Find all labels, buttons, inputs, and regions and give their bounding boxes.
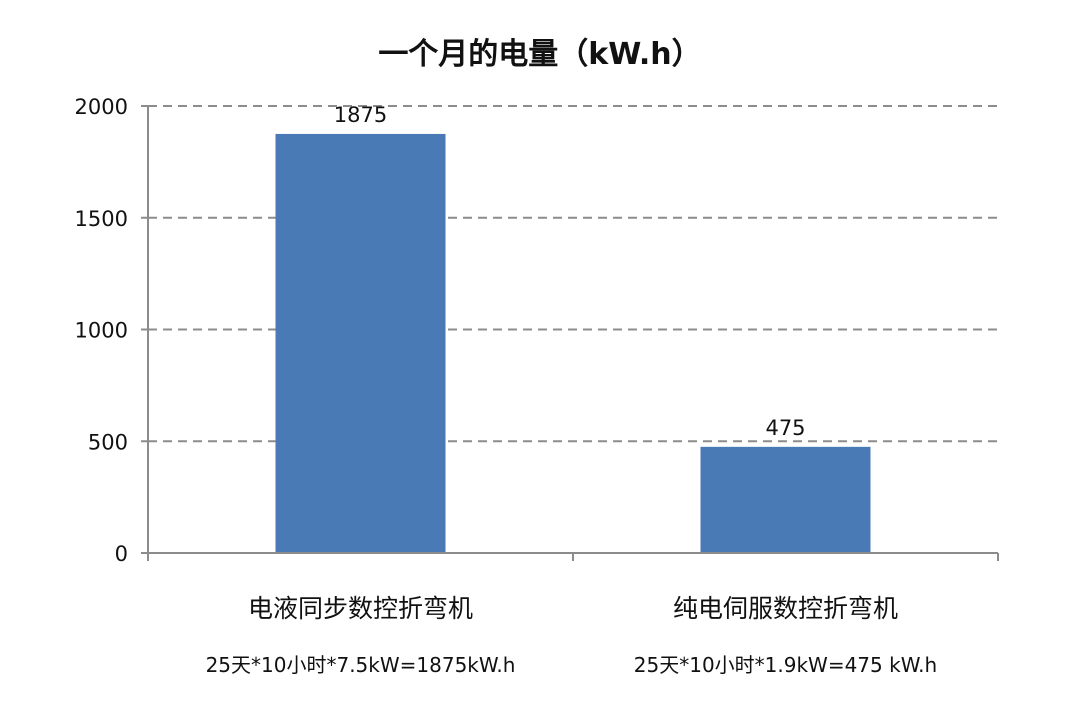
bars [275,133,871,553]
y-tick-label: 2000 [75,95,128,119]
y-tick-label: 0 [115,542,128,566]
annotation: 25天*10小时*1.9kW=475 kW.h [634,653,937,677]
data-label: 1875 [334,103,387,127]
bar [275,133,446,553]
y-tick-label: 1000 [75,319,128,343]
category-label: 电液同步数控折弯机 [248,594,473,623]
chart-title: 一个月的电量（kW.h） [378,37,701,72]
bar [700,446,871,553]
data-label: 475 [765,416,805,440]
annotation: 25天*10小时*7.5kW=1875kW.h [206,653,516,677]
labels: 0 500 1000 1500 2000 1875 电液同步数控折弯机 25天*10小时*7.… [75,95,938,677]
y-tick-label: 1500 [75,207,128,231]
y-tick-label: 500 [88,430,128,454]
category-label: 纯电伺服数控折弯机 [673,594,898,623]
axes [141,105,999,561]
